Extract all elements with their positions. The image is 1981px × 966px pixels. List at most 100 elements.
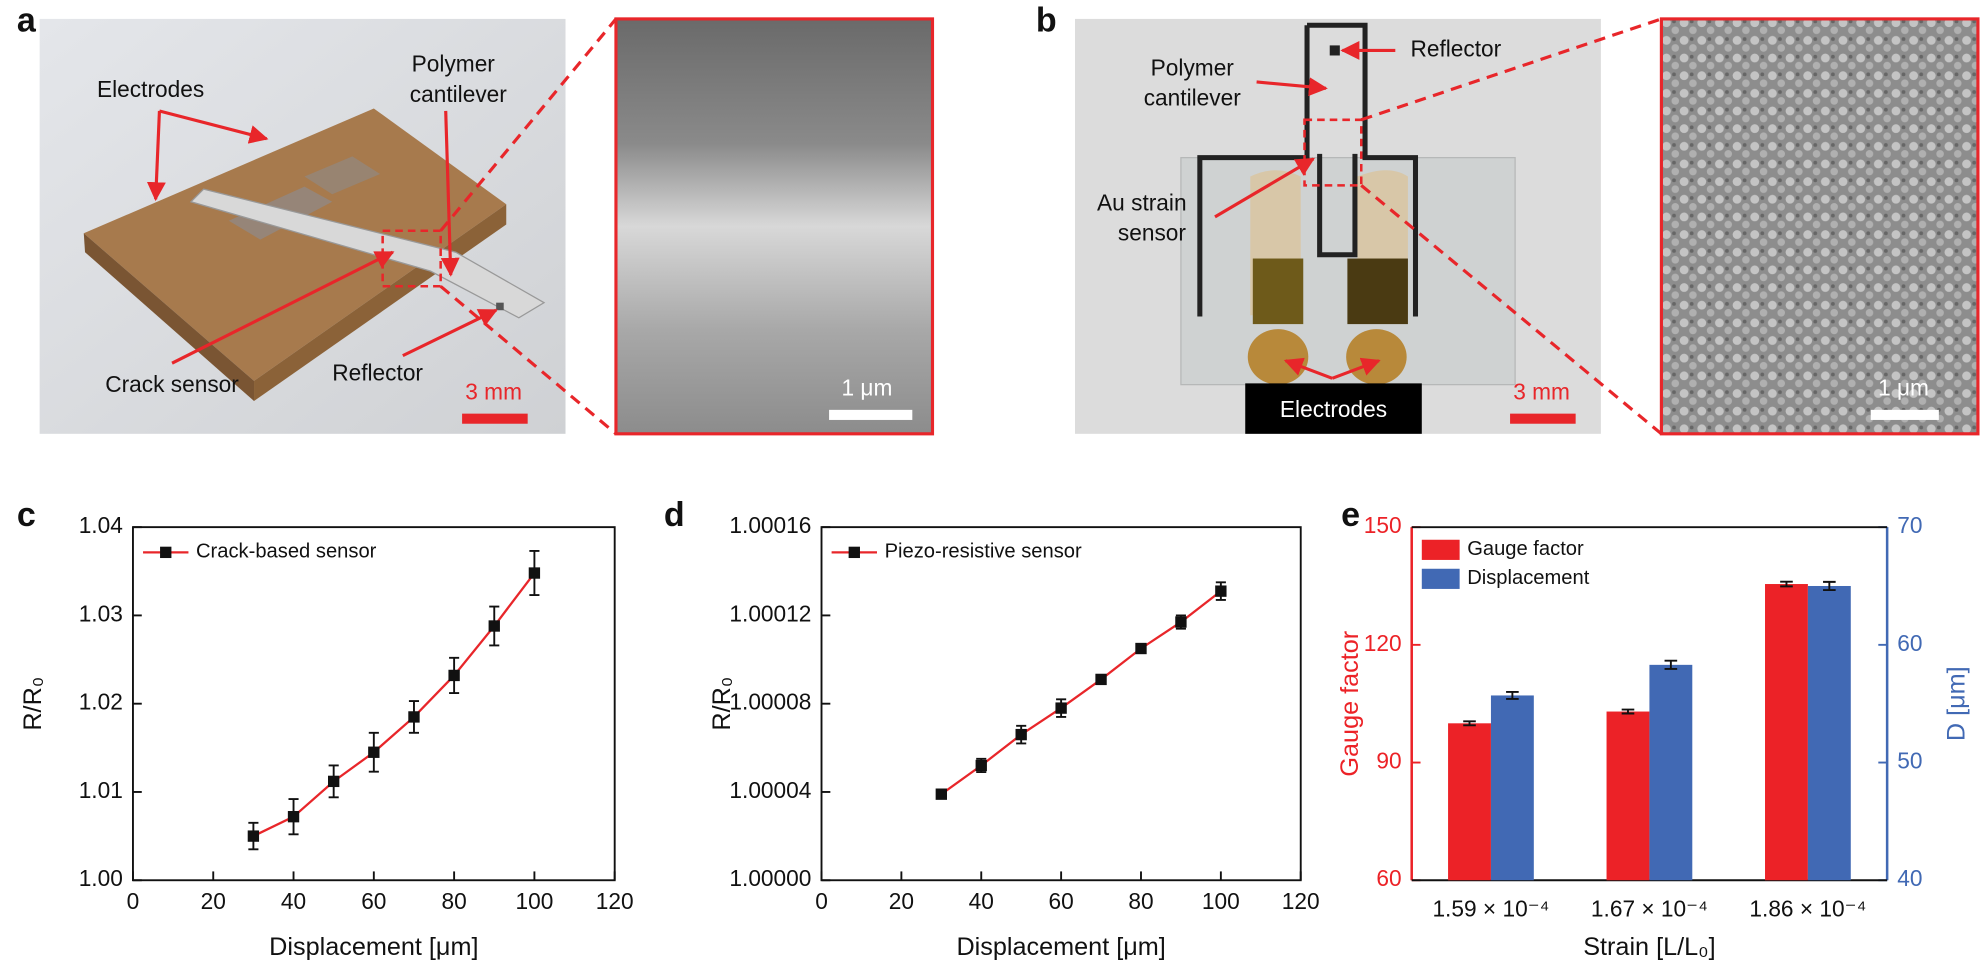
photo-a	[39, 18, 566, 434]
zoom-line	[439, 17, 618, 232]
x-tick-label: 0	[127, 888, 140, 914]
scale-label: 3 mm	[1513, 378, 1570, 404]
x-tick-label: 60	[361, 888, 386, 914]
error-bar	[1463, 720, 1476, 727]
legend-marker	[848, 546, 860, 559]
panel-label: a	[17, 2, 37, 40]
x-tick-label: 20	[201, 888, 226, 914]
marker	[408, 711, 420, 723]
bar	[1765, 584, 1808, 881]
label-box	[1245, 383, 1422, 434]
annotation: cantilever	[1144, 85, 1242, 111]
axis-label: R/R₀	[19, 677, 47, 731]
y-tick-label: 1.00000	[729, 865, 811, 891]
bar	[1606, 711, 1650, 881]
x-tick-label: 100	[515, 888, 553, 914]
marker	[1175, 616, 1187, 628]
annotation: Crack sensor	[105, 371, 239, 397]
bar	[1448, 723, 1491, 881]
error-bar	[1621, 708, 1635, 715]
sem-image-b	[1659, 17, 1980, 436]
axis-label: D [μm]	[1942, 666, 1970, 741]
y-tick-label: 1.01	[79, 777, 123, 803]
x-tick-label: 120	[1282, 888, 1320, 914]
axis-label: Displacement [μm]	[269, 933, 478, 961]
annotation: sensor	[1118, 220, 1187, 246]
y-tick-label: 1.00012	[729, 600, 811, 626]
panel-label: e	[1341, 496, 1360, 534]
bar	[1490, 695, 1534, 881]
legend-label: Piezo-resistive sensor	[885, 541, 1082, 563]
annotation: Electrodes	[1280, 396, 1387, 422]
marker	[247, 830, 260, 842]
y-tick-label: 120	[1364, 630, 1402, 656]
y-tick-label: 70	[1897, 512, 1922, 538]
legend-label: Displacement	[1467, 567, 1590, 589]
x-tick-label: 1.86 × 10⁻⁴	[1749, 896, 1866, 922]
y-tick-label: 1.00004	[729, 777, 811, 803]
scale-label: 1 μm	[1878, 375, 1929, 401]
y-tick-label: 1.00	[79, 865, 123, 891]
y-tick-label: 1.04	[79, 512, 123, 538]
y-tick-label: 60	[1376, 865, 1401, 891]
annotation: Polymer	[1151, 54, 1235, 80]
sem-image-a	[614, 17, 935, 436]
legend-label: Crack-based sensor	[196, 541, 377, 563]
scale-label: 1 μm	[841, 375, 892, 401]
y-tick-label: 40	[1897, 865, 1922, 891]
marker	[975, 759, 987, 772]
data-line	[940, 590, 1222, 796]
scale-bar	[1510, 413, 1576, 424]
axis-label: R/R₀	[708, 677, 736, 731]
panel-label: b	[1036, 2, 1057, 40]
arrows-b	[1214, 40, 1396, 380]
y-tick-label: 50	[1897, 748, 1922, 774]
scale-bar	[462, 413, 528, 424]
legend-label: Gauge factor	[1467, 538, 1584, 560]
x-tick-label: 120	[596, 888, 634, 914]
marker	[935, 788, 947, 800]
zoom-line	[1360, 17, 1662, 122]
y-tick-label: 1.03	[79, 600, 123, 626]
x-tick-label: 40	[281, 888, 306, 914]
zoom-box	[381, 229, 442, 288]
zoom-box	[1303, 118, 1363, 187]
marker	[287, 811, 300, 823]
x-tick-label: 100	[1202, 888, 1240, 914]
error-bar	[1823, 580, 1836, 592]
x-tick-label: 80	[441, 888, 466, 914]
bar	[1807, 585, 1851, 881]
panel-label: c	[17, 496, 36, 534]
marker	[1135, 642, 1147, 655]
legend-marker	[160, 546, 172, 559]
annotation: cantilever	[410, 81, 508, 107]
y-tick-label: 150	[1364, 512, 1402, 538]
legend-swatch	[1421, 568, 1460, 589]
marker	[1055, 702, 1067, 714]
error-bar	[1780, 580, 1793, 588]
marker	[328, 775, 340, 788]
y-tick-label: 1.00016	[729, 512, 811, 538]
marker	[448, 669, 460, 682]
zoom-line	[439, 285, 617, 436]
annotation: Electrodes	[97, 76, 204, 102]
marker	[1215, 585, 1227, 597]
y-tick-label: 1.02	[79, 689, 123, 715]
x-tick-label: 40	[969, 888, 994, 914]
scale-bar	[1870, 409, 1939, 420]
y-tick-label: 60	[1897, 630, 1922, 656]
panel-label: d	[664, 496, 685, 534]
x-tick-label: 1.67 × 10⁻⁴	[1591, 896, 1708, 922]
marker	[528, 567, 541, 579]
data-line	[252, 572, 536, 838]
annotation: Reflector	[332, 360, 423, 386]
y-tick-label: 1.00008	[729, 689, 811, 715]
annotation: Polymer	[412, 51, 496, 77]
plot-frame	[132, 526, 616, 882]
annotation: Reflector	[1410, 35, 1501, 61]
marker	[1015, 728, 1027, 741]
axis-label: Displacement [μm]	[956, 933, 1165, 961]
legend-swatch	[1421, 539, 1460, 560]
scale-bar	[829, 409, 913, 420]
